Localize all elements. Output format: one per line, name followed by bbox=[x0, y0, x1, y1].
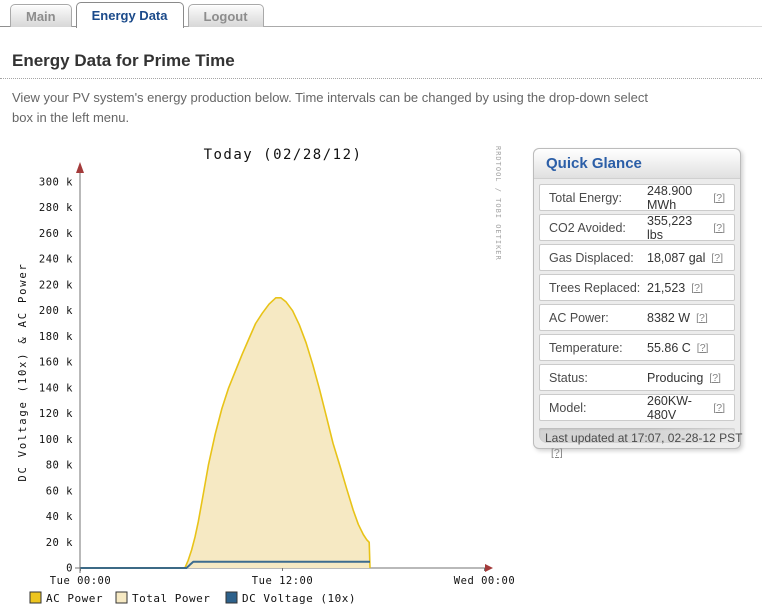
glance-row-label: Temperature: bbox=[549, 340, 623, 355]
tab-energy-data[interactable]: Energy Data bbox=[75, 2, 184, 28]
glance-row-label: Trees Replaced: bbox=[549, 280, 641, 295]
svg-text:40 k: 40 k bbox=[46, 511, 73, 523]
svg-text:20 k: 20 k bbox=[46, 537, 73, 549]
glance-row: CO2 Avoided: 355,223 lbs [?] bbox=[539, 213, 735, 242]
svg-text:60 k: 60 k bbox=[46, 485, 73, 497]
glance-row: Total Energy: 248.900 MWh [?] bbox=[539, 183, 735, 212]
svg-text:140 k: 140 k bbox=[39, 382, 73, 394]
tab-main[interactable]: Main bbox=[10, 4, 72, 27]
glance-row-value: 8382 W bbox=[647, 310, 691, 325]
help-link[interactable]: [?] bbox=[713, 191, 725, 204]
glance-row: Temperature: 55.86 C [?] bbox=[539, 334, 735, 361]
glance-row-label: CO2 Avoided: bbox=[549, 220, 626, 235]
glance-row: Gas Displaced: 18,087 gal [?] bbox=[539, 244, 735, 271]
help-link[interactable]: [?] bbox=[713, 401, 725, 414]
tab-bar: Main Energy Data Logout bbox=[0, 0, 762, 28]
svg-text:300 k: 300 k bbox=[39, 177, 73, 189]
help-link[interactable]: [?] bbox=[696, 341, 709, 354]
page-description: View your PV system's energy production … bbox=[12, 90, 648, 126]
glance-row-label: Gas Displaced: bbox=[549, 250, 634, 265]
last-updated: Last updated at 17:07, 02-28-12 PST [?] bbox=[545, 431, 762, 459]
glance-row: AC Power: 8382 W [?] bbox=[539, 304, 735, 331]
glance-row-value: Producing bbox=[647, 370, 704, 385]
help-link[interactable]: [?] bbox=[711, 251, 724, 264]
svg-text:240 k: 240 k bbox=[39, 254, 73, 266]
svg-text:160 k: 160 k bbox=[39, 357, 73, 369]
help-link[interactable]: [?] bbox=[696, 311, 708, 324]
page-header: Energy Data for Prime Time bbox=[0, 51, 762, 79]
quick-glance-footer bbox=[539, 428, 735, 443]
glance-row-value: 260KW-480V bbox=[647, 393, 692, 422]
svg-text:Today (02/28/12): Today (02/28/12) bbox=[204, 147, 363, 163]
quick-glance-body: Total Energy: 248.900 MWh [?] CO2 Avoide… bbox=[534, 179, 740, 426]
svg-text:280 k: 280 k bbox=[39, 202, 73, 214]
svg-text:Tue 12:00: Tue 12:00 bbox=[252, 575, 313, 587]
quick-glance-panel: Quick Glance Total Energy: 248.900 MWh [… bbox=[533, 148, 741, 449]
glance-row-label: Model: bbox=[549, 400, 587, 415]
help-link[interactable]: [?] bbox=[551, 447, 563, 459]
help-link[interactable]: [?] bbox=[691, 281, 703, 294]
glance-row-value: 355,223 lbs bbox=[647, 213, 693, 242]
glance-row-value: 18,087 gal bbox=[647, 250, 706, 265]
svg-text:DC Voltage (10x) & AC Power: DC Voltage (10x) & AC Power bbox=[17, 262, 29, 481]
glance-row: Model: 260KW-480V [?] bbox=[539, 393, 735, 422]
glance-row-label: AC Power: bbox=[549, 310, 609, 325]
svg-text:Tue 00:00: Tue 00:00 bbox=[50, 575, 111, 587]
energy-production-chart: Today (02/28/12) RRDTOOL / TOBI OETIKER DC… bbox=[17, 146, 515, 605]
tab-logout[interactable]: Logout bbox=[187, 4, 264, 27]
svg-text:Wed 00:00: Wed 00:00 bbox=[454, 575, 515, 587]
glance-row-value: 21,523 bbox=[647, 280, 686, 295]
svg-text:AC Power: AC Power bbox=[46, 592, 103, 605]
svg-text:220 k: 220 k bbox=[39, 279, 73, 291]
quick-glance-title: Quick Glance bbox=[546, 155, 642, 172]
last-updated-text: Last updated at 17:07, 02-28-12 PST bbox=[545, 431, 743, 445]
quick-glance-header: Quick Glance bbox=[534, 149, 740, 179]
svg-text:RRDTOOL / TOBI OETIKER: RRDTOOL / TOBI OETIKER bbox=[494, 146, 502, 261]
svg-text:DC Voltage (10x): DC Voltage (10x) bbox=[242, 592, 356, 605]
glance-row-label: Total Energy: bbox=[549, 190, 622, 205]
svg-text:260 k: 260 k bbox=[39, 228, 73, 240]
svg-text:100 k: 100 k bbox=[39, 434, 73, 446]
svg-text:120 k: 120 k bbox=[39, 408, 73, 420]
svg-text:Total Power: Total Power bbox=[132, 592, 210, 605]
glance-row: Trees Replaced: 21,523 [?] bbox=[539, 274, 735, 301]
glance-row-label: Status: bbox=[549, 370, 588, 385]
svg-text:200 k: 200 k bbox=[39, 305, 73, 317]
page-title: Energy Data for Prime Time bbox=[12, 51, 235, 70]
help-link[interactable]: [?] bbox=[709, 371, 721, 384]
glance-row: Status: Producing [?] bbox=[539, 364, 735, 391]
svg-text:180 k: 180 k bbox=[39, 331, 73, 343]
svg-text:0: 0 bbox=[66, 563, 73, 575]
glance-row-value: 248.900 MWh bbox=[647, 183, 693, 212]
svg-text:80 k: 80 k bbox=[46, 460, 73, 472]
help-link[interactable]: [?] bbox=[713, 221, 725, 234]
glance-row-value: 55.86 C bbox=[647, 340, 691, 355]
